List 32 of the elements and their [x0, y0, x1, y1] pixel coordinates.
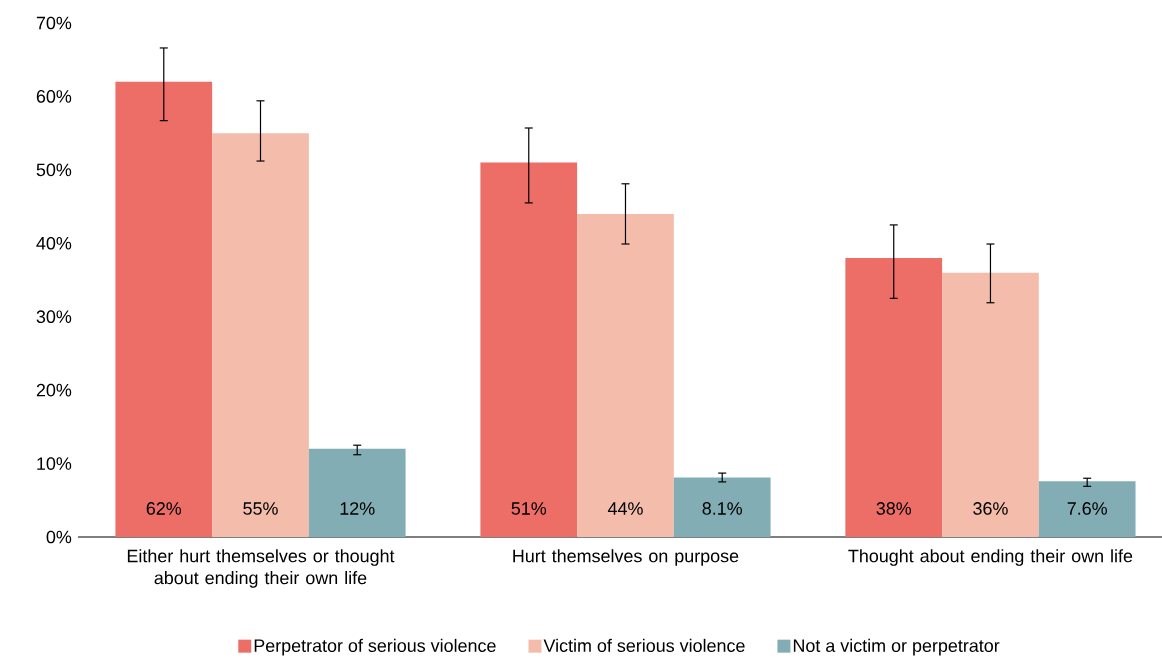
y-tick-label: 70% — [36, 16, 72, 30]
data-label: 12% — [340, 502, 375, 515]
bar — [480, 162, 578, 537]
y-tick-label: 10% — [37, 457, 72, 470]
data-label: 51% — [511, 502, 547, 515]
bar — [115, 81, 213, 537]
y-tick-label: 50% — [36, 163, 72, 177]
x-tick-label: Hurt themselves on purpose — [513, 549, 739, 566]
y-tick-label: 30% — [36, 310, 72, 324]
bar — [308, 448, 406, 537]
legend-label: Not a victim or perpetrator — [793, 638, 1000, 656]
legend-label: Victim of serious violence — [543, 638, 745, 652]
data-label: 44% — [607, 502, 643, 515]
legend-label: Perpetrator of serious violence — [254, 638, 496, 656]
y-tick-label: 0% — [46, 530, 72, 544]
y-tick-label: 20% — [36, 383, 72, 397]
data-label: 55% — [243, 502, 278, 515]
x-tick-label: Either hurt themselves or thought about ending their own life — [127, 549, 395, 588]
data-label: 36% — [973, 502, 1008, 515]
data-label: 8.1% — [702, 502, 742, 515]
bar — [845, 257, 943, 537]
bar — [212, 133, 309, 537]
x-tick-label: Thought about ending their own life — [848, 549, 1133, 566]
y-tick-label: 40% — [36, 236, 72, 250]
bar — [673, 477, 771, 537]
bar — [942, 272, 1039, 537]
data-label: 38% — [876, 502, 912, 515]
y-tick-label: 60% — [36, 90, 72, 103]
bar — [1038, 481, 1136, 537]
bar — [577, 213, 674, 537]
data-label: 7.6% — [1067, 502, 1107, 515]
data-label: 62% — [146, 502, 182, 515]
